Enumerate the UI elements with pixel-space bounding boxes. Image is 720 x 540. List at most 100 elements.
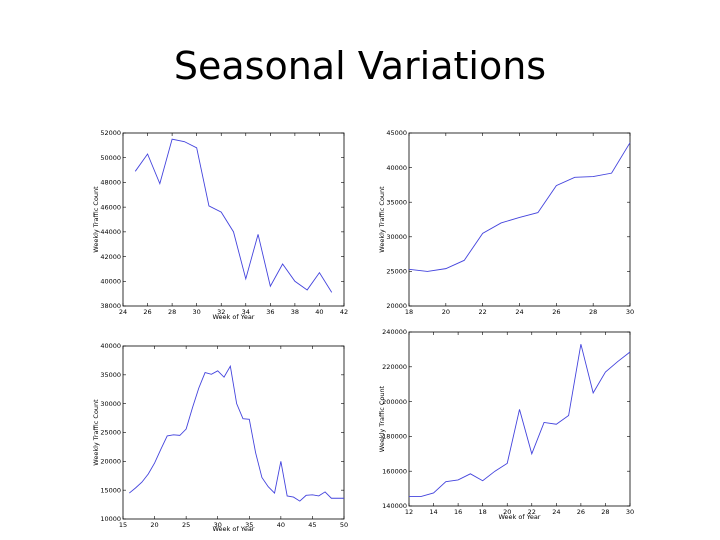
data-point [135, 487, 136, 488]
y-tick-label: 52000 [100, 129, 121, 137]
data-point [172, 139, 173, 140]
y-axis-label: Weekly Traffic Count [378, 186, 386, 253]
data-point [574, 177, 575, 178]
data-point [318, 495, 319, 496]
data-point [537, 212, 538, 213]
x-tick-label: 20 [442, 308, 450, 316]
data-point [629, 351, 630, 352]
y-tick-label: 200000 [382, 398, 407, 406]
x-tick-label: 40 [315, 308, 323, 316]
plot-frame [408, 132, 631, 307]
data-point [280, 461, 281, 462]
x-tick-label: 16 [454, 508, 462, 516]
data-point [568, 415, 569, 416]
series-line [408, 142, 631, 272]
x-tick-label: 14 [429, 508, 437, 516]
data-point [184, 141, 185, 142]
x-axis-label: Week of Year [213, 525, 255, 533]
x-tick-label: 30 [214, 521, 222, 529]
x-tick-label: 22 [528, 508, 536, 516]
y-tick-label: 25000 [100, 429, 121, 437]
y-tick-label: 15000 [100, 486, 121, 494]
x-axis-label: Week of Year [213, 313, 255, 321]
data-point [427, 271, 428, 272]
x-tick-label: 26 [577, 508, 585, 516]
series-line [134, 138, 333, 293]
data-point [135, 171, 136, 172]
chart-1: 24 26 28 30 32 34 36 38 40 42 38000 40000 42000 44000… [92, 129, 348, 321]
y-tick-label: 38000 [100, 302, 121, 310]
x-tick-label: 18 [405, 308, 413, 316]
data-point [147, 153, 148, 154]
data-point [208, 205, 209, 206]
data-point [287, 495, 288, 496]
data-point [230, 366, 231, 367]
data-point [408, 269, 409, 270]
data-point [605, 371, 606, 372]
data-point [257, 234, 258, 235]
x-tick-label: 26 [552, 308, 560, 316]
data-point [274, 492, 275, 493]
series-line [409, 344, 631, 497]
y-tick-label: 160000 [382, 467, 407, 475]
chart-2: 18 20 22 24 26 28 30 20000 25000 30000 35000 40000 4… [378, 129, 634, 316]
data-point [167, 435, 168, 436]
data-point [129, 492, 130, 493]
data-point [531, 453, 532, 454]
data-point [221, 211, 222, 212]
data-point [198, 387, 199, 388]
data-point [255, 452, 256, 453]
data-point [160, 449, 161, 450]
data-point [245, 278, 246, 279]
x-tick-label: 35 [245, 521, 253, 529]
data-point [433, 492, 434, 493]
data-point [179, 435, 180, 436]
data-point [593, 392, 594, 393]
data-point [299, 501, 300, 502]
data-point [445, 268, 446, 269]
plot-frame [122, 345, 345, 520]
x-tick-label: 15 [119, 521, 127, 529]
data-point [337, 498, 338, 499]
y-tick-label: 30000 [100, 400, 121, 408]
data-point [242, 418, 243, 419]
x-tick-label: 24 [119, 308, 127, 316]
data-point [211, 374, 212, 375]
x-tick-label: 24 [515, 308, 523, 316]
data-point [519, 409, 520, 410]
x-tick-label: 24 [552, 508, 560, 516]
data-point [261, 477, 262, 478]
y-tick-label: 40000 [386, 164, 407, 172]
y-tick-label: 46000 [100, 203, 121, 211]
x-tick-label: 20 [150, 521, 158, 529]
data-point [233, 231, 234, 232]
data-point [556, 185, 557, 186]
data-point [319, 272, 320, 273]
y-tick-label: 48000 [100, 179, 121, 187]
slide-title: Seasonal Variations [173, 44, 547, 88]
x-tick-label: 30 [626, 308, 634, 316]
data-point [482, 233, 483, 234]
data-point [500, 222, 501, 223]
x-tick-label: 32 [217, 308, 225, 316]
plot-frame [122, 132, 345, 307]
data-point [408, 496, 409, 497]
x-tick-label: 50 [340, 521, 348, 529]
y-tick-label: 40000 [100, 277, 121, 285]
y-tick-label: 20000 [386, 302, 407, 310]
data-point [331, 498, 332, 499]
data-point [249, 419, 250, 420]
y-tick-label: 35000 [386, 198, 407, 206]
x-tick-label: 36 [266, 308, 274, 316]
data-point [445, 481, 446, 482]
x-tick-label: 22 [479, 308, 487, 316]
data-point [293, 496, 294, 497]
data-point [217, 370, 218, 371]
data-point [141, 481, 142, 482]
x-tick-label: 30 [193, 308, 201, 316]
x-tick-label: 18 [479, 508, 487, 516]
x-tick-label: 38 [291, 308, 299, 316]
y-tick-label: 20000 [100, 458, 121, 466]
data-point [629, 142, 630, 143]
